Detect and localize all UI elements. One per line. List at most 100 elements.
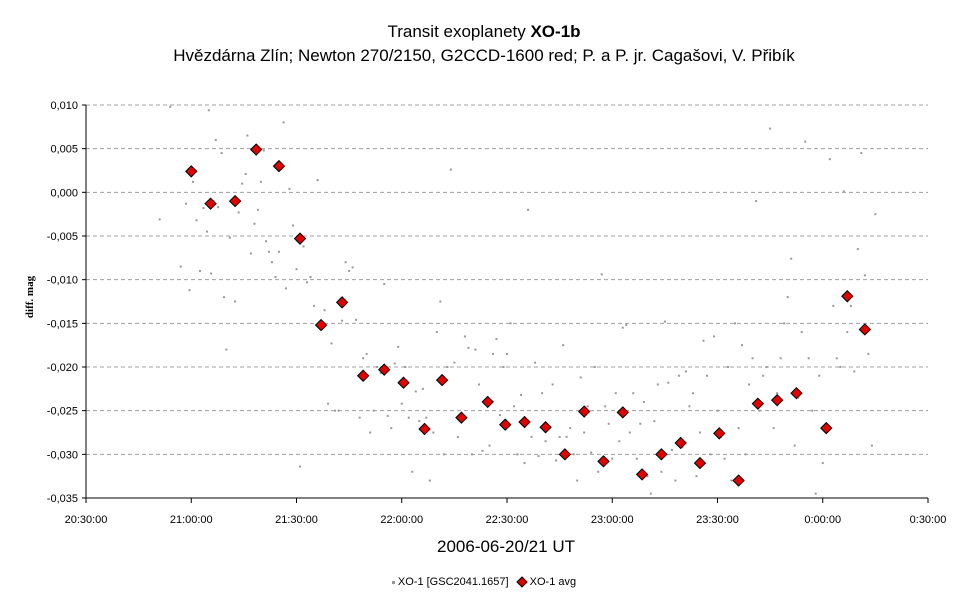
raw-data-point bbox=[642, 400, 645, 403]
raw-data-point bbox=[284, 287, 287, 290]
raw-data-point bbox=[210, 272, 213, 275]
raw-data-point bbox=[456, 435, 459, 438]
raw-data-point bbox=[237, 211, 240, 214]
raw-data-point bbox=[220, 152, 223, 155]
raw-data-point bbox=[520, 393, 523, 396]
y-tick-label: -0,030 bbox=[47, 449, 78, 461]
raw-data-point bbox=[376, 366, 379, 368]
x-tick-label: 22:00:00 bbox=[380, 514, 423, 526]
raw-data-point bbox=[259, 180, 262, 183]
avg-data-point bbox=[272, 159, 286, 173]
raw-data-point bbox=[684, 370, 687, 373]
avg-data-point bbox=[539, 421, 552, 434]
raw-data-point bbox=[632, 392, 635, 395]
raw-data-point bbox=[470, 453, 473, 456]
raw-data-point bbox=[593, 366, 596, 368]
raw-data-point bbox=[358, 416, 361, 419]
raw-data-point bbox=[222, 296, 225, 299]
raw-data-point bbox=[277, 250, 280, 253]
raw-data-point bbox=[265, 240, 268, 243]
raw-data-point bbox=[628, 431, 631, 434]
avg-data-point bbox=[335, 296, 349, 309]
x-tick-label: 20:30:00 bbox=[65, 514, 108, 526]
raw-data-point bbox=[709, 453, 712, 456]
raw-data-point bbox=[495, 338, 498, 341]
raw-data-point bbox=[723, 457, 726, 460]
raw-data-point bbox=[856, 248, 859, 251]
raw-data-point bbox=[467, 346, 470, 349]
series-avg-points bbox=[185, 143, 872, 487]
raw-data-point bbox=[863, 274, 866, 277]
avg-data-point bbox=[314, 318, 328, 332]
raw-data-point bbox=[744, 453, 747, 456]
raw-data-point bbox=[306, 281, 309, 284]
raw-data-point bbox=[379, 372, 382, 375]
raw-data-point bbox=[660, 470, 663, 473]
raw-data-point bbox=[488, 444, 491, 447]
raw-data-point bbox=[214, 138, 217, 141]
x-tick-label: 22:30:00 bbox=[486, 514, 529, 526]
raw-data-point bbox=[344, 261, 347, 264]
raw-data-point bbox=[169, 105, 172, 108]
chart-title-block: Transit exoplanety XO-1b Hvězdárna Zlín;… bbox=[0, 20, 968, 68]
raw-data-point bbox=[649, 492, 652, 495]
raw-data-point bbox=[530, 435, 533, 438]
raw-data-point bbox=[323, 309, 326, 312]
raw-data-point bbox=[786, 296, 789, 299]
avg-data-point bbox=[293, 232, 307, 245]
raw-data-point bbox=[565, 435, 568, 438]
raw-data-point bbox=[192, 180, 195, 183]
raw-data-point bbox=[523, 462, 526, 465]
raw-data-point bbox=[804, 140, 807, 143]
raw-data-point bbox=[274, 276, 277, 279]
raw-data-point bbox=[758, 409, 761, 412]
raw-data-point bbox=[751, 357, 754, 360]
y-axis-ticks: 0,010 0,005 0,000 -0,005 -0,010 -0,015 -0,020 -… bbox=[47, 100, 86, 505]
raw-data-point bbox=[414, 390, 417, 393]
raw-data-point bbox=[330, 342, 333, 345]
raw-data-point bbox=[421, 387, 424, 390]
raw-data-point bbox=[727, 366, 730, 368]
raw-data-point bbox=[607, 422, 610, 425]
legend-item-raw: XO-1 [GSC2041.1657] bbox=[397, 576, 509, 589]
y-axis-label: diff. mag bbox=[24, 275, 36, 318]
raw-data-point bbox=[667, 381, 670, 384]
raw-data-point bbox=[635, 457, 638, 460]
raw-data-point bbox=[481, 449, 484, 452]
raw-data-point bbox=[453, 361, 456, 364]
raw-data-point bbox=[337, 409, 340, 412]
avg-data-point bbox=[249, 143, 263, 156]
raw-data-point bbox=[625, 324, 628, 327]
raw-data-point bbox=[776, 392, 779, 395]
raw-data-point bbox=[716, 409, 719, 412]
avg-data-point bbox=[841, 290, 854, 303]
raw-data-point bbox=[463, 335, 466, 338]
raw-data-point bbox=[614, 392, 617, 395]
chart-title-bold: XO-1b bbox=[530, 22, 581, 41]
avg-data-point bbox=[770, 393, 784, 407]
raw-data-point bbox=[604, 405, 607, 408]
raw-data-point bbox=[411, 470, 414, 473]
raw-data-point bbox=[762, 374, 765, 377]
raw-data-point bbox=[516, 453, 519, 456]
raw-data-point bbox=[874, 213, 877, 216]
raw-data-point bbox=[195, 219, 198, 222]
raw-data-point bbox=[393, 362, 396, 365]
raw-data-point bbox=[544, 440, 547, 443]
avg-data-point bbox=[228, 194, 242, 208]
raw-data-point bbox=[407, 416, 410, 419]
raw-data-point bbox=[579, 376, 582, 379]
avg-data-point bbox=[378, 363, 391, 376]
raw-data-point bbox=[842, 190, 845, 193]
raw-data-point bbox=[597, 470, 600, 473]
raw-data-point bbox=[674, 479, 677, 482]
avg-data-point bbox=[820, 421, 833, 435]
raw-data-point bbox=[698, 431, 701, 434]
raw-data-point bbox=[202, 207, 205, 210]
raw-data-point bbox=[365, 352, 368, 355]
raw-data-point bbox=[551, 383, 554, 386]
raw-data-point bbox=[846, 331, 849, 334]
avg-data-point bbox=[185, 165, 198, 178]
raw-data-point bbox=[241, 182, 244, 185]
raw-data-point bbox=[498, 414, 501, 417]
